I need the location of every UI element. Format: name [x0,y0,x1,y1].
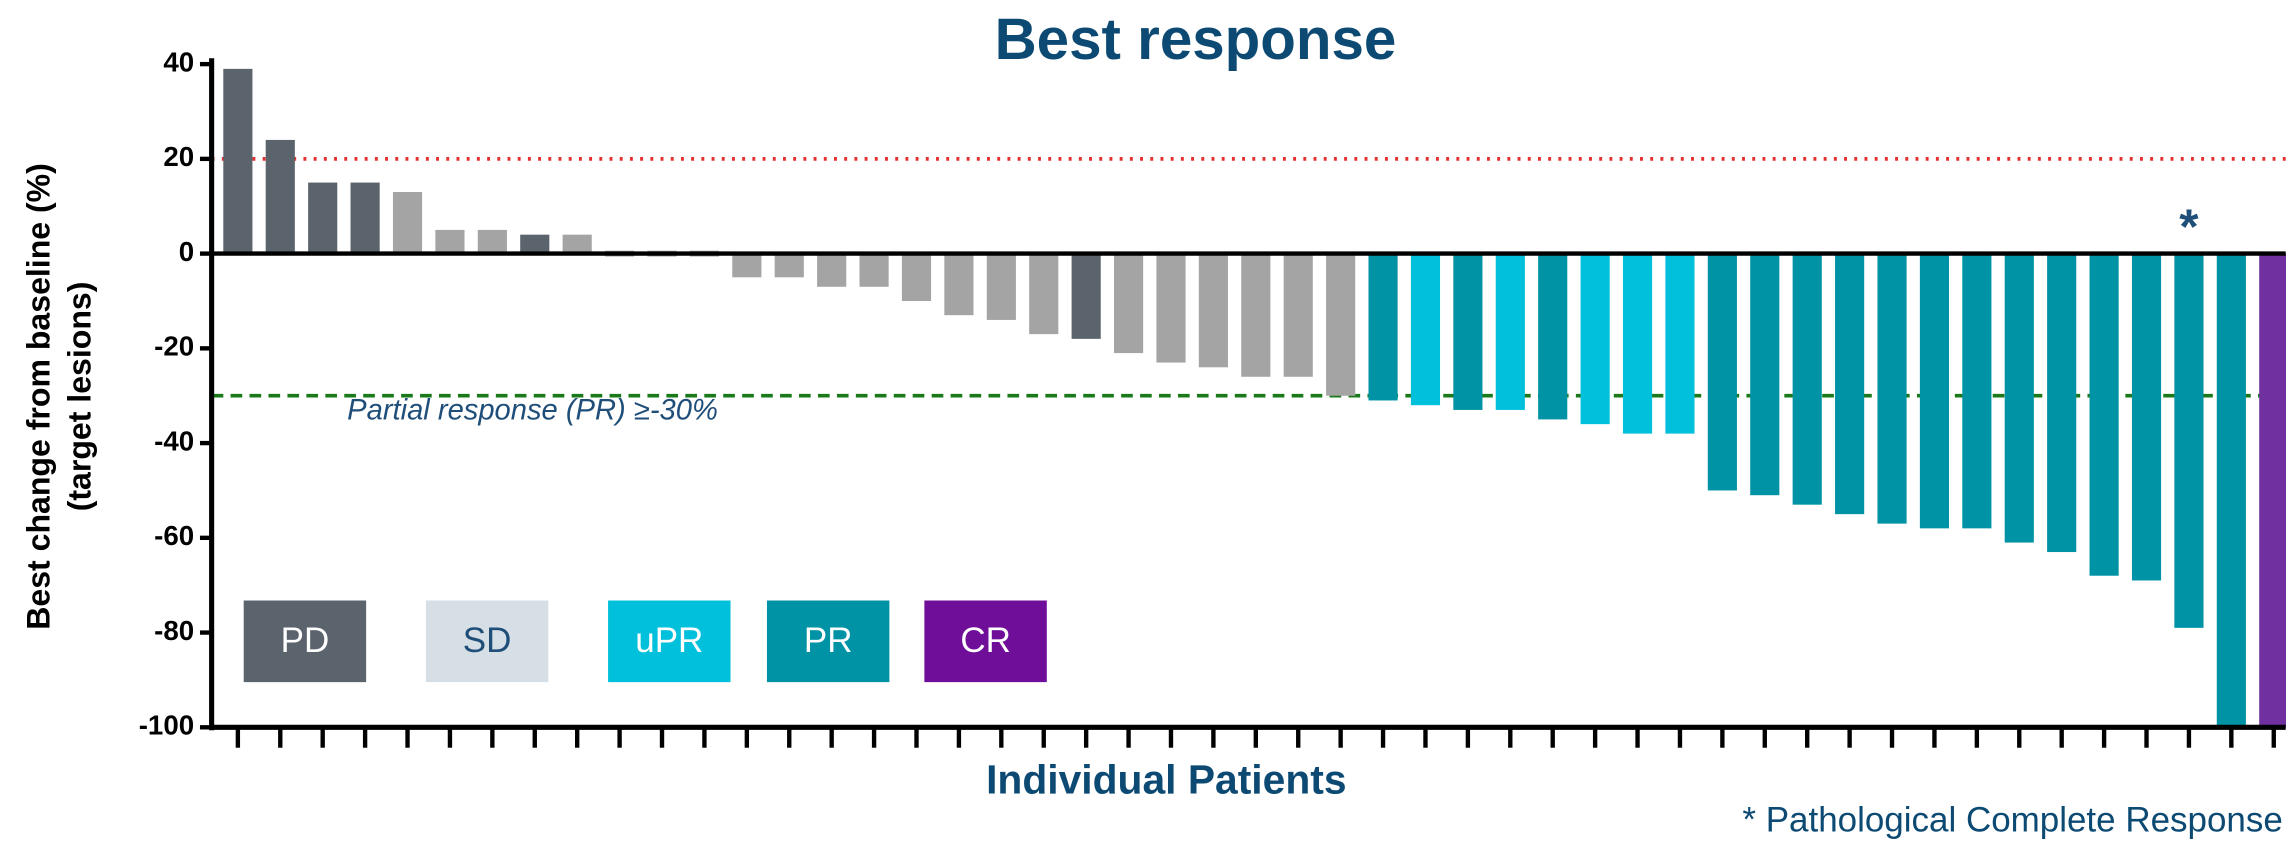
bar [477,229,507,254]
legend-swatch [425,600,549,683]
bar [1877,253,1907,524]
bar [1495,253,1525,410]
bar [2047,253,2077,553]
bar [2259,253,2286,728]
legend-label: CR [960,621,1011,660]
bar [774,253,804,278]
bar [265,139,295,254]
legend-swatch [766,600,890,683]
bar [2216,253,2246,728]
bar [2004,253,2034,543]
bar [1071,253,1101,339]
y-axis-label: Best change from baseline (%) [21,163,57,630]
bar [1283,253,1313,377]
y-tick-label: -60 [154,520,194,551]
footnote: * Pathological Complete Response [1742,800,2282,839]
bar [986,253,1016,320]
annotation: * [2179,198,2199,254]
bar [1792,253,1822,505]
bar [392,192,423,254]
legend-label: PD [281,621,330,660]
bar [1707,253,1737,491]
y-tick-label: 20 [163,141,194,172]
bar [2174,253,2204,628]
x-axis-label: Individual Patients [986,756,1346,802]
reference-label: Partial response (PR) ≥-30% [347,394,718,426]
bar [1835,253,1865,515]
bar [901,253,932,301]
y-axis-label: (target lesions) [61,282,97,512]
bar [1538,253,1568,420]
bar [1368,253,1398,401]
y-tick-label: 40 [163,46,194,77]
y-tick-label: -20 [154,331,194,362]
bar [562,234,592,254]
legend-label: PR [804,621,853,660]
bar [435,229,465,254]
y-tick-label: -40 [154,425,194,456]
legend-swatch [608,600,731,683]
bar [1750,253,1780,496]
y-tick-label: -100 [139,710,194,741]
bar [1029,253,1059,335]
y-tick-label: 0 [179,236,194,267]
bar [1665,253,1695,434]
chart-title: Best response [995,7,1397,72]
bar [223,68,253,254]
bar [1326,253,1356,396]
bar [1198,253,1228,368]
legend-label: uPR [635,621,703,660]
bar [2089,253,2119,576]
legend-swatch [924,600,1047,683]
bar [2131,253,2162,581]
bar [1622,253,1653,434]
bar [520,234,550,254]
bar [308,182,338,254]
bar [1453,253,1483,410]
bar [1919,253,1950,529]
legend-swatch [243,600,367,683]
legend-label: SD [463,621,512,660]
bar [732,253,762,278]
bar [859,253,889,287]
bar [350,182,380,254]
bar [817,253,847,287]
bar [1962,253,1992,529]
bar [1580,253,1610,425]
bar [1241,253,1271,377]
bar [1156,253,1186,363]
bar [1113,253,1144,354]
y-tick-label: -80 [154,615,194,646]
bar [944,253,974,316]
bar [1410,253,1441,406]
